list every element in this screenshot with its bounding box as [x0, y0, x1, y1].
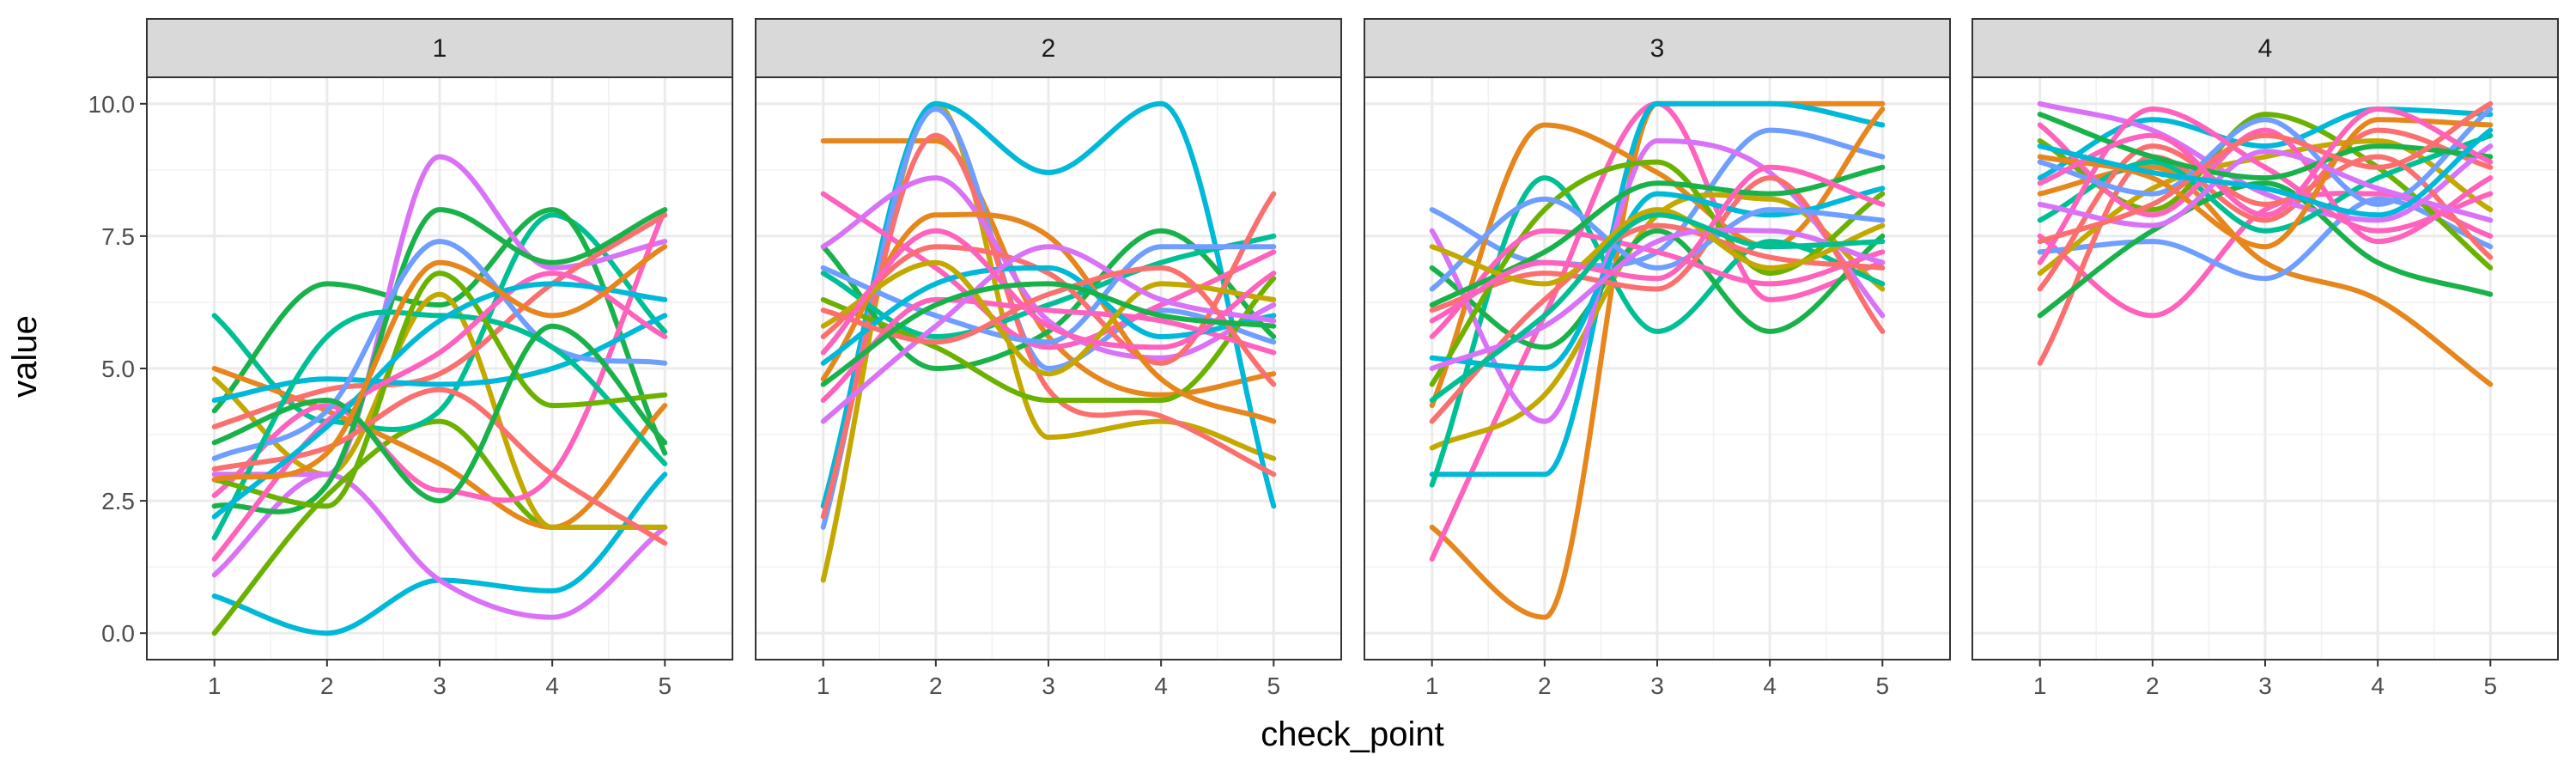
series-line: [1429, 228, 1886, 339]
y-tick-label: 5.0: [101, 356, 135, 382]
series-line: [820, 276, 1277, 404]
series-line: [820, 211, 1277, 424]
series-line: [211, 271, 668, 562]
series-line: [211, 291, 668, 530]
series-line: [211, 323, 668, 504]
x-tick-label: 4: [1763, 673, 1777, 699]
series-line: [211, 472, 668, 620]
x-tick-label: 1: [2033, 673, 2047, 699]
series-line: [211, 281, 668, 520]
facet-panel-3: 3 1 2 3 4 5: [1364, 18, 1951, 699]
facet-panel-4: 4 1 2 3 4 5: [1971, 18, 2559, 699]
series-line: [1429, 196, 1886, 292]
series-line: [2037, 143, 2494, 292]
series-lines: [2037, 100, 2494, 387]
series-line: [2037, 117, 2494, 250]
y-tick-label: 7.5: [101, 223, 135, 250]
series-line: [820, 228, 1277, 356]
x-tick-label: 2: [2146, 673, 2160, 699]
facet-strip-label: 1: [433, 34, 447, 63]
series-line: [820, 265, 1277, 366]
series-lines: [211, 154, 668, 636]
x-tick-label: 2: [929, 673, 943, 699]
series-line: [2037, 107, 2494, 218]
panels-layer: 1 1 2 3 4 5 2 1 2 3 4 5 3 1 2 3 4 5 4 1 2 3 4 5: [146, 18, 2559, 699]
series-line: [211, 207, 668, 456]
x-tick-label: 3: [433, 673, 447, 699]
x-tick-label: 4: [545, 673, 559, 699]
series-line: [211, 207, 668, 503]
x-tick-label: 1: [1425, 673, 1439, 699]
series-line: [820, 281, 1277, 387]
facet-strip: [1364, 18, 1951, 78]
series-line: [2037, 100, 2494, 223]
y-axis: 0.0 2.5 5.0 7.5 10.0: [88, 91, 147, 647]
series-line: [2037, 107, 2494, 181]
series-line: [2037, 149, 2494, 228]
series-line: [211, 154, 668, 478]
x-tick-label: 3: [1042, 673, 1055, 699]
series-line: [2037, 112, 2494, 181]
x-tick-label: 3: [1650, 673, 1664, 699]
facet-strip: [1971, 18, 2559, 78]
x-tick-label: 2: [1538, 673, 1552, 699]
facet-strip: [755, 18, 1342, 78]
facet-strip: [146, 18, 733, 78]
facet-strip-label: 3: [1650, 34, 1665, 63]
series-line: [820, 244, 1277, 424]
x-tick-label: 5: [659, 673, 672, 699]
series-line: [820, 265, 1277, 387]
x-tick-label: 5: [1267, 673, 1281, 699]
series-line: [820, 244, 1277, 345]
series-line: [2037, 127, 2494, 218]
y-tick-label: 2.5: [101, 488, 135, 514]
series-line: [211, 239, 668, 461]
series-line: [211, 244, 668, 483]
facet-panel-2: 2 1 2 3 4 5: [755, 18, 1342, 699]
x-tick-label: 5: [2484, 673, 2498, 699]
series-line: [2037, 100, 2494, 245]
facet-strip-label: 4: [2258, 34, 2273, 63]
x-tick-label: 2: [320, 673, 334, 699]
series-line: [820, 259, 1277, 377]
series-line: [2037, 107, 2494, 207]
series-line: [2037, 180, 2494, 319]
y-axis-title: value: [6, 315, 44, 398]
series-line: [1429, 175, 1886, 334]
series-lines: [1429, 100, 1886, 620]
series-line: [211, 366, 668, 530]
series-line: [1429, 138, 1886, 424]
x-tick-label: 1: [208, 673, 222, 699]
series-line: [820, 296, 1277, 403]
series-line: [1429, 100, 1886, 562]
x-axis-title: check_point: [1261, 715, 1443, 753]
x-tick-label: 1: [817, 673, 830, 699]
x-tick-label: 3: [2258, 673, 2272, 699]
series-line: [211, 386, 668, 546]
series-line: [1429, 207, 1886, 287]
series-line: [211, 207, 668, 514]
series-line: [1429, 212, 1886, 403]
x-tick-label: 5: [1876, 673, 1890, 699]
series-line: [820, 233, 1277, 339]
facet-panel-1: 1 1 2 3 4 5: [146, 18, 733, 699]
series-line: [820, 175, 1277, 361]
series-lines: [820, 100, 1277, 583]
series-line: [211, 212, 668, 429]
series-line: [1429, 164, 1886, 324]
series-line: [1429, 100, 1886, 478]
series-line: [820, 191, 1277, 366]
x-tick-label: 4: [2371, 673, 2385, 699]
series-line: [1429, 107, 1886, 409]
y-tick-label: 0.0: [101, 620, 135, 647]
y-tick-label: 10.0: [88, 91, 136, 118]
series-line: [211, 271, 668, 509]
facet-strip-label: 2: [1042, 34, 1056, 63]
x-tick-label: 4: [1154, 673, 1168, 699]
series-line: [2037, 122, 2494, 245]
